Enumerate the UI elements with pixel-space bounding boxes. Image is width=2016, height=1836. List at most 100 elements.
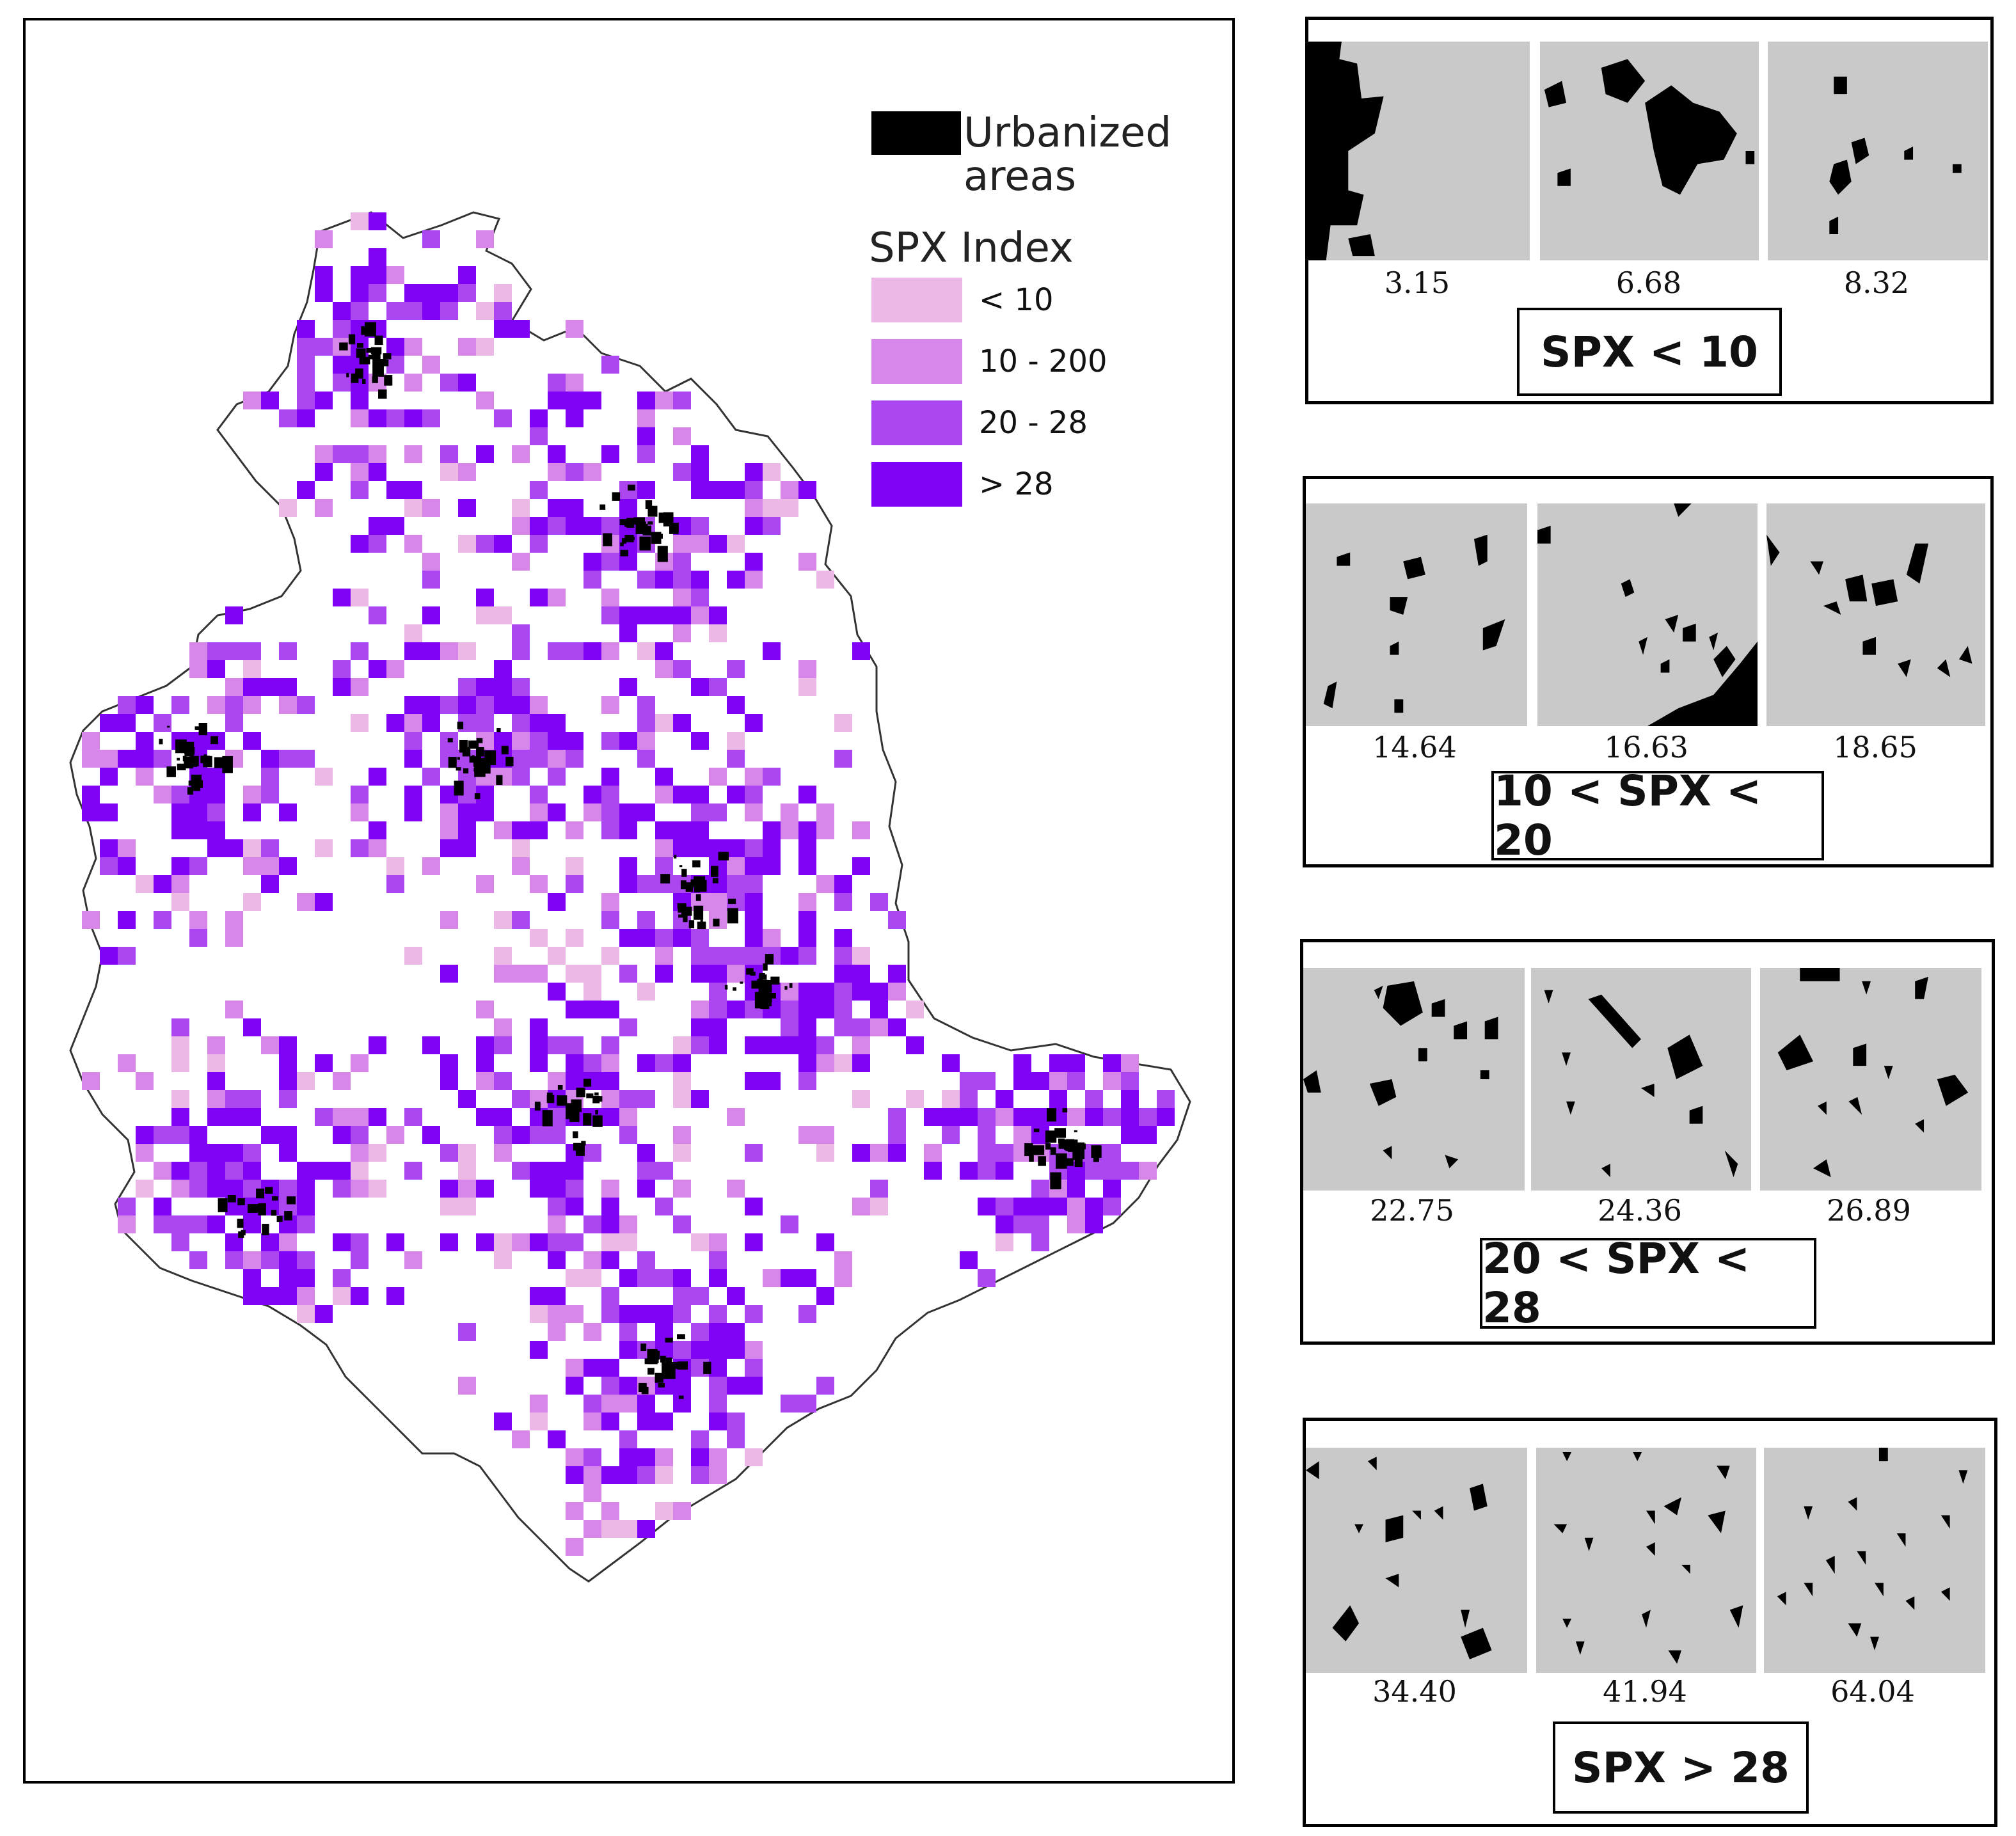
urban-patch [658,1382,665,1388]
spx-cell [512,499,530,517]
spx-cell [691,445,709,463]
spx-cell [637,1269,655,1287]
spx-cell [100,803,118,821]
spx-cell [727,965,745,983]
urban-patch [339,342,348,351]
spx-cell [297,1269,315,1287]
sample-value: 24.36 [1598,1193,1682,1228]
spx-cell [494,1036,512,1054]
urban-patch [1033,1145,1045,1155]
spx-cell [297,1198,315,1215]
spx-cell [404,696,422,714]
spx-cell [583,1323,601,1341]
spx-cell [834,947,852,965]
spx-cell [566,1448,583,1466]
spx-cell [566,1054,583,1072]
urban-patch [361,326,368,335]
spx-cell [655,786,673,803]
spx-cell [798,911,816,929]
spx-cell [440,463,458,481]
spx-cell [996,1198,1013,1215]
spx-cell [996,1162,1013,1180]
spx-cell [655,929,673,947]
spx-cell [870,893,888,911]
spx-cell [727,481,745,499]
spx-cell [619,1126,637,1144]
spx-cell [1013,1215,1031,1233]
spx-cell [978,1126,996,1144]
spx-cell [261,786,279,803]
spx-cell [422,571,440,589]
spx-cell [566,1036,583,1054]
spx-cell [566,517,583,535]
spx-cell [566,1538,583,1556]
spx-cell [637,983,655,1001]
spx-cell [673,463,691,481]
spx-cell [583,1484,601,1502]
spx-cell [404,445,422,463]
spx-cell [494,1108,512,1126]
legend-label-class-1: < 10 [979,282,1054,318]
spx-cell [154,750,171,768]
spx-cell [583,553,601,571]
spx-cell [1013,1054,1031,1072]
spx-cell [709,965,727,983]
spx-cell [243,642,261,660]
spx-cell [530,821,548,839]
spx-cell [816,983,834,1001]
spx-cell [189,929,207,947]
urban-patch [647,505,658,517]
spx-cell [494,1018,512,1036]
spx-cell [207,768,225,786]
spx-cell [655,1054,673,1072]
urban-patch [372,359,384,377]
spx-cell [727,786,745,803]
spx-cell [189,660,207,678]
spx-cell [619,1341,637,1359]
spx-cell [494,660,512,678]
spx-cell [369,248,386,266]
urban-patch [1045,1130,1057,1143]
spx-cell [171,803,189,821]
legend-label-class-3: 20 - 28 [979,405,1088,441]
sample-thumbnail [1760,968,1981,1191]
urban-patch [573,1143,583,1151]
spx-cell [476,230,494,248]
spx-cell [601,553,619,571]
spx-cell [315,768,333,786]
urban-patch [447,738,453,743]
spx-cell [619,1215,637,1233]
spx-cell [637,1448,655,1466]
spx-cell [494,821,512,839]
spx-cell [1157,1090,1175,1108]
urban-patch [1050,1147,1056,1155]
spx-cell [333,320,351,338]
spx-cell [207,1036,225,1054]
sample-footprints [1777,1448,1968,1650]
spx-cell [369,409,386,427]
spx-cell [476,1001,494,1018]
spx-cell [601,947,619,965]
spx-cell [566,409,583,427]
urban-patch [677,1361,688,1370]
spx-cell [530,750,548,768]
spx-cell [422,356,440,374]
spx-cell [279,1251,297,1269]
spx-cell [888,983,906,1001]
spx-cell [458,678,476,696]
spx-cell [225,929,243,947]
spx-cell [601,821,619,839]
urban-patch [534,1102,541,1111]
urban-patch [746,968,754,975]
spx-cell [834,893,852,911]
spx-cell [351,266,369,284]
spx-cell [548,947,566,965]
spx-cell [548,1233,566,1251]
spx-cell [566,1502,583,1520]
spx-cell [279,1180,297,1198]
spx-cell [369,1144,386,1162]
spx-cell [315,463,333,481]
spx-cell [512,911,530,929]
spx-cell [243,1287,261,1305]
spx-cell [1121,1126,1139,1144]
